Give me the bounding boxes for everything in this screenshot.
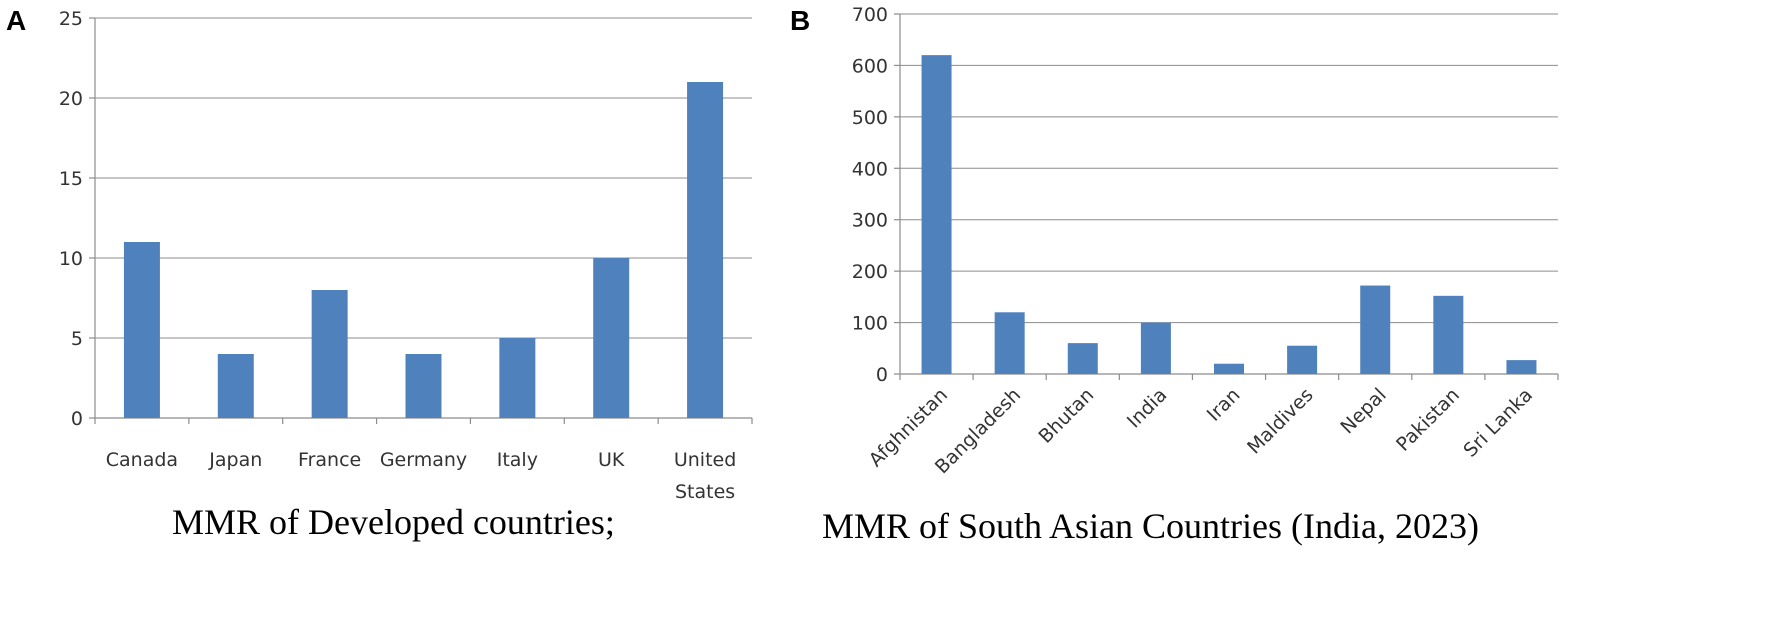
bar-a-canada (123, 242, 160, 418)
y-tick-label-b-4: 400 (852, 158, 888, 180)
y-tick-label-a-5: 25 (59, 8, 83, 30)
y-tick-label-a-0: 0 (71, 408, 83, 430)
y-tick-label-a-4: 20 (59, 88, 83, 110)
bar-b-maldives (1287, 345, 1318, 374)
y-tick-label-b-2: 200 (852, 261, 888, 283)
y-tick-label-b-3: 300 (852, 210, 888, 232)
x-tick-label-a-3: Germany (380, 449, 467, 471)
bar-a-japan (217, 354, 254, 418)
x-tick-label-a-5: UK (598, 449, 625, 471)
x-tick-label-b-2: Bhutan (1034, 384, 1098, 448)
chart-panel-b: B MMR of South Asian Countries (India, 2… (790, 4, 1559, 546)
x-tick-label-b-5: Maldives (1243, 384, 1318, 459)
y-tick-label-a-1: 5 (71, 328, 83, 350)
y-tick-label-a-3: 15 (59, 168, 83, 190)
bar-b-nepal (1360, 285, 1391, 374)
x-tick-label-b-6: Nepal (1336, 384, 1390, 438)
bar-b-sri-lanka (1506, 360, 1537, 374)
caption-b: MMR of South Asian Countries (India, 202… (822, 506, 1479, 546)
bar-a-uk (593, 258, 630, 418)
bar-b-iran (1214, 363, 1244, 374)
caption-a: MMR of Developed countries; (172, 502, 615, 542)
bar-a-germany (405, 354, 442, 418)
bar-b-pakistan (1433, 295, 1464, 374)
panel-label-a: A (6, 5, 26, 36)
bar-b-bangladesh (994, 312, 1025, 374)
y-tick-label-b-0: 0 (876, 364, 888, 386)
x-tick-label-a-0: Canada (106, 449, 178, 471)
y-tick-label-a-2: 10 (59, 248, 83, 270)
x-tick-label-a-6: United States (674, 449, 736, 503)
x-tick-label-a-1: Japan (208, 449, 262, 471)
bar-b-afghnistan (921, 55, 952, 375)
bar-a-france (311, 290, 348, 418)
x-tick-label-a-2: France (298, 449, 361, 471)
y-tick-label-b-6: 600 (852, 55, 888, 77)
y-tick-label-b-7: 700 (852, 4, 888, 26)
x-tick-label-b-4: Iran (1203, 384, 1245, 426)
x-tick-label-a-4: Italy (497, 449, 538, 471)
x-tick-label-b-8: Sri Lanka (1459, 384, 1537, 462)
bar-b-india (1140, 322, 1171, 374)
bar-b-bhutan (1067, 343, 1098, 374)
chart-panel-a: A MMR of Developed countries; 0 5 10 15 20 25… (6, 5, 753, 542)
y-tick-label-b-1: 100 (852, 313, 888, 335)
x-tick-label-b-3: India (1123, 384, 1172, 433)
panel-label-b: B (790, 5, 810, 36)
y-tick-label-b-5: 500 (852, 107, 888, 129)
x-tick-label-b-7: Pakistan (1392, 384, 1464, 456)
bar-a-united-states (687, 82, 724, 418)
bar-a-italy (499, 338, 536, 418)
